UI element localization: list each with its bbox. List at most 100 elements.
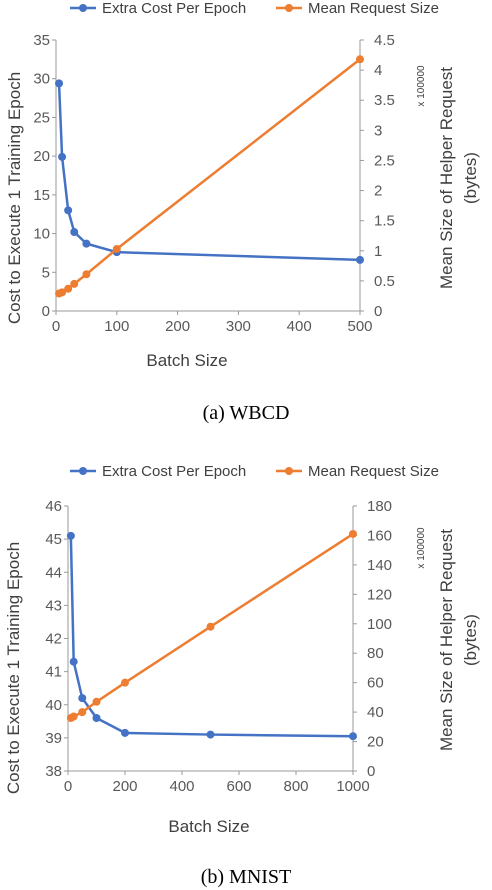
chart-wbcd-point-extra-cost-per-epoch — [64, 206, 73, 215]
chart-mnist-left-y-tick-label: 44 — [45, 564, 62, 581]
chart-mnist-left-y-tick-label: 43 — [45, 597, 62, 614]
chart-wbcd: 0 100 200 300 400 500 0 5 10 15 20 25 30 35 0 0.5 1 1.5… — [5, 0, 480, 424]
chart-wbcd-right-y-tick-label: 2 — [374, 183, 382, 200]
chart-wbcd-left-y-tick-label: 0 — [42, 303, 50, 320]
chart-wbcd-left-y-tick-label: 15 — [33, 187, 50, 204]
chart-mnist-left-y-tick-label: 45 — [45, 531, 62, 548]
chart-wbcd-right-ylabel: Mean Size of Helper Request (bytes) — [437, 67, 480, 289]
chart-mnist-legend-marker-extra-cost-per-epoch — [79, 467, 87, 475]
chart-mnist-right-y-tick-label: 180 — [367, 498, 392, 515]
chart-wbcd-right-y-tick-label: 0.5 — [374, 273, 395, 290]
chart-wbcd-axes — [55, 40, 361, 312]
chart-mnist-right-y-tick-label: 120 — [367, 586, 392, 603]
chart-wbcd-caption: (a) WBCD — [203, 402, 290, 424]
chart-wbcd-x-tick-label: 500 — [347, 318, 372, 335]
chart-mnist-right-y-ticks: 0 20 40 60 80 100 120 140 160 180 — [353, 498, 392, 780]
chart-mnist-x-tick-label: 400 — [169, 778, 194, 795]
chart-mnist-right-y-tick-label: 140 — [367, 557, 392, 574]
chart-mnist-right-y-tick-label: 100 — [367, 616, 392, 633]
chart-mnist-xlabel: Batch Size — [168, 817, 249, 836]
chart-wbcd-point-extra-cost-per-epoch — [58, 152, 67, 161]
chart-wbcd-x-tick-label: 200 — [165, 318, 190, 335]
chart-wbcd-right-y-tick-label: 2.5 — [374, 152, 395, 169]
chart-wbcd-left-y-tick-label: 30 — [33, 71, 50, 88]
chart-wbcd-right-ylabel-text-line2: (bytes) — [461, 152, 480, 204]
chart-mnist-legend-marker-mean-request-size — [285, 467, 293, 475]
chart-wbcd-legend: Extra Cost Per Epoch Mean Request Size — [70, 0, 439, 17]
chart-mnist-point-mean-request-size — [121, 678, 129, 687]
chart-wbcd-legend-label-mean-request-size: Mean Request Size — [308, 0, 439, 17]
chart-mnist-line-extra-cost-per-epoch — [69, 535, 354, 738]
chart-wbcd-right-y-tick-label: 4 — [374, 62, 382, 79]
chart-wbcd-left-y-tick-label: 25 — [33, 109, 50, 126]
chart-wbcd-right-y-tick-label: 0 — [374, 303, 382, 320]
chart-wbcd-left-y-ticks: 0 5 10 15 20 25 30 35 — [33, 32, 56, 320]
chart-mnist-x-tick-label: 800 — [283, 778, 308, 795]
chart-wbcd-left-y-tick-label: 5 — [42, 264, 50, 281]
chart-wbcd-series — [55, 55, 364, 298]
chart-wbcd-xlabel: Batch Size — [146, 351, 227, 370]
chart-wbcd-left-y-tick-label: 35 — [33, 32, 50, 49]
chart-wbcd-legend-label-extra-cost-per-epoch: Extra Cost Per Epoch — [102, 0, 246, 17]
chart-mnist-left-y-tick-label: 40 — [45, 697, 62, 714]
chart-mnist-left-y-tick-label: 38 — [45, 763, 62, 780]
chart-wbcd-right-y-tick-label: 3 — [374, 122, 382, 139]
chart-mnist-left-y-ticks: 38 39 40 41 42 43 44 45 46 — [45, 498, 68, 780]
chart-wbcd-legend-marker-extra-cost-per-epoch — [79, 4, 87, 12]
chart-wbcd-left-y-tick-label: 10 — [33, 226, 50, 243]
chart-wbcd-right-y-tick-label: 1.5 — [374, 213, 395, 230]
chart-wbcd-x-ticks: 0 100 200 300 400 500 — [52, 311, 373, 335]
chart-wbcd-legend-marker-mean-request-size — [285, 4, 293, 12]
chart-wbcd-right-multiplier: x 100000 — [416, 65, 427, 107]
chart-mnist-x-tick-label: 0 — [64, 778, 72, 795]
chart-wbcd-point-mean-request-size — [70, 279, 79, 288]
chart-wbcd-line-extra-cost-per-epoch — [57, 83, 361, 262]
chart-wbcd-x-tick-label: 300 — [226, 318, 251, 335]
chart-wbcd-point-mean-request-size — [112, 244, 121, 253]
chart-mnist-left-y-tick-label: 39 — [45, 730, 62, 747]
chart-mnist-point-extra-cost-per-epoch — [349, 732, 357, 741]
chart-mnist-point-extra-cost-per-epoch — [66, 531, 75, 540]
chart-mnist-right-y-tick-label: 40 — [367, 704, 384, 721]
chart-mnist-point-mean-request-size — [206, 622, 215, 631]
chart-wbcd-point-extra-cost-per-epoch — [356, 255, 364, 264]
chart-mnist-right-y-tick-label: 0 — [367, 763, 375, 780]
chart-mnist-point-extra-cost-per-epoch — [121, 728, 129, 737]
chart-mnist-right-ylabel-text: Mean Size of Helper Request — [437, 529, 456, 751]
chart-wbcd-point-mean-request-size — [356, 55, 364, 64]
chart-wbcd-left-y-tick-label: 20 — [33, 148, 50, 165]
chart-wbcd-point-extra-cost-per-epoch — [70, 228, 79, 237]
chart-mnist-series — [66, 529, 357, 741]
chart-mnist-left-y-tick-label: 41 — [45, 664, 62, 681]
chart-mnist-legend-label-extra-cost-per-epoch: Extra Cost Per Epoch — [102, 463, 246, 480]
chart-wbcd-left-ylabel: Cost to Execute 1 Training Epoch — [5, 72, 24, 324]
chart-mnist-point-extra-cost-per-epoch — [206, 730, 215, 739]
chart-mnist-right-y-tick-label: 20 — [367, 734, 384, 751]
chart-wbcd-right-y-tick-label: 3.5 — [374, 92, 395, 109]
chart-mnist-x-tick-label: 1000 — [336, 778, 369, 795]
chart-mnist-x-tick-label: 600 — [226, 778, 251, 795]
chart-mnist-left-ylabel: Cost to Execute 1 Training Epoch — [4, 542, 23, 794]
chart-mnist-right-y-tick-label: 80 — [367, 645, 384, 662]
chart-mnist-point-mean-request-size — [69, 712, 78, 721]
chart-mnist-x-tick-label: 200 — [112, 778, 137, 795]
chart-wbcd-point-mean-request-size — [58, 288, 67, 297]
chart-wbcd-point-mean-request-size — [64, 284, 73, 293]
chart-mnist-left-y-tick-label: 46 — [45, 498, 62, 515]
chart-wbcd-right-y-ticks: 0 0.5 1 1.5 2 2.5 3 3.5 4 4.5 — [360, 32, 395, 320]
chart-mnist-point-mean-request-size — [92, 697, 101, 706]
chart-mnist: 0 200 400 600 800 1000 38 39 40 41 42 43 44 45 46 0 20… — [4, 463, 480, 888]
chart-mnist-point-extra-cost-per-epoch — [92, 714, 101, 722]
chart-wbcd-x-tick-label: 400 — [287, 318, 312, 335]
chart-wbcd-right-y-tick-label: 4.5 — [374, 32, 395, 49]
chart-mnist-right-ylabel: Mean Size of Helper Request (bytes) — [437, 529, 480, 751]
chart-wbcd-point-extra-cost-per-epoch — [55, 79, 64, 88]
chart-mnist-right-y-tick-label: 160 — [367, 527, 392, 544]
chart-mnist-point-mean-request-size — [349, 529, 357, 538]
chart-wbcd-x-tick-label: 100 — [104, 318, 129, 335]
chart-mnist-caption: (b) MNIST — [201, 866, 292, 888]
chart-mnist-right-y-tick-label: 60 — [367, 675, 384, 692]
chart-mnist-right-multiplier: x 100000 — [416, 527, 427, 569]
chart-mnist-legend: Extra Cost Per Epoch Mean Request Size — [70, 463, 439, 480]
